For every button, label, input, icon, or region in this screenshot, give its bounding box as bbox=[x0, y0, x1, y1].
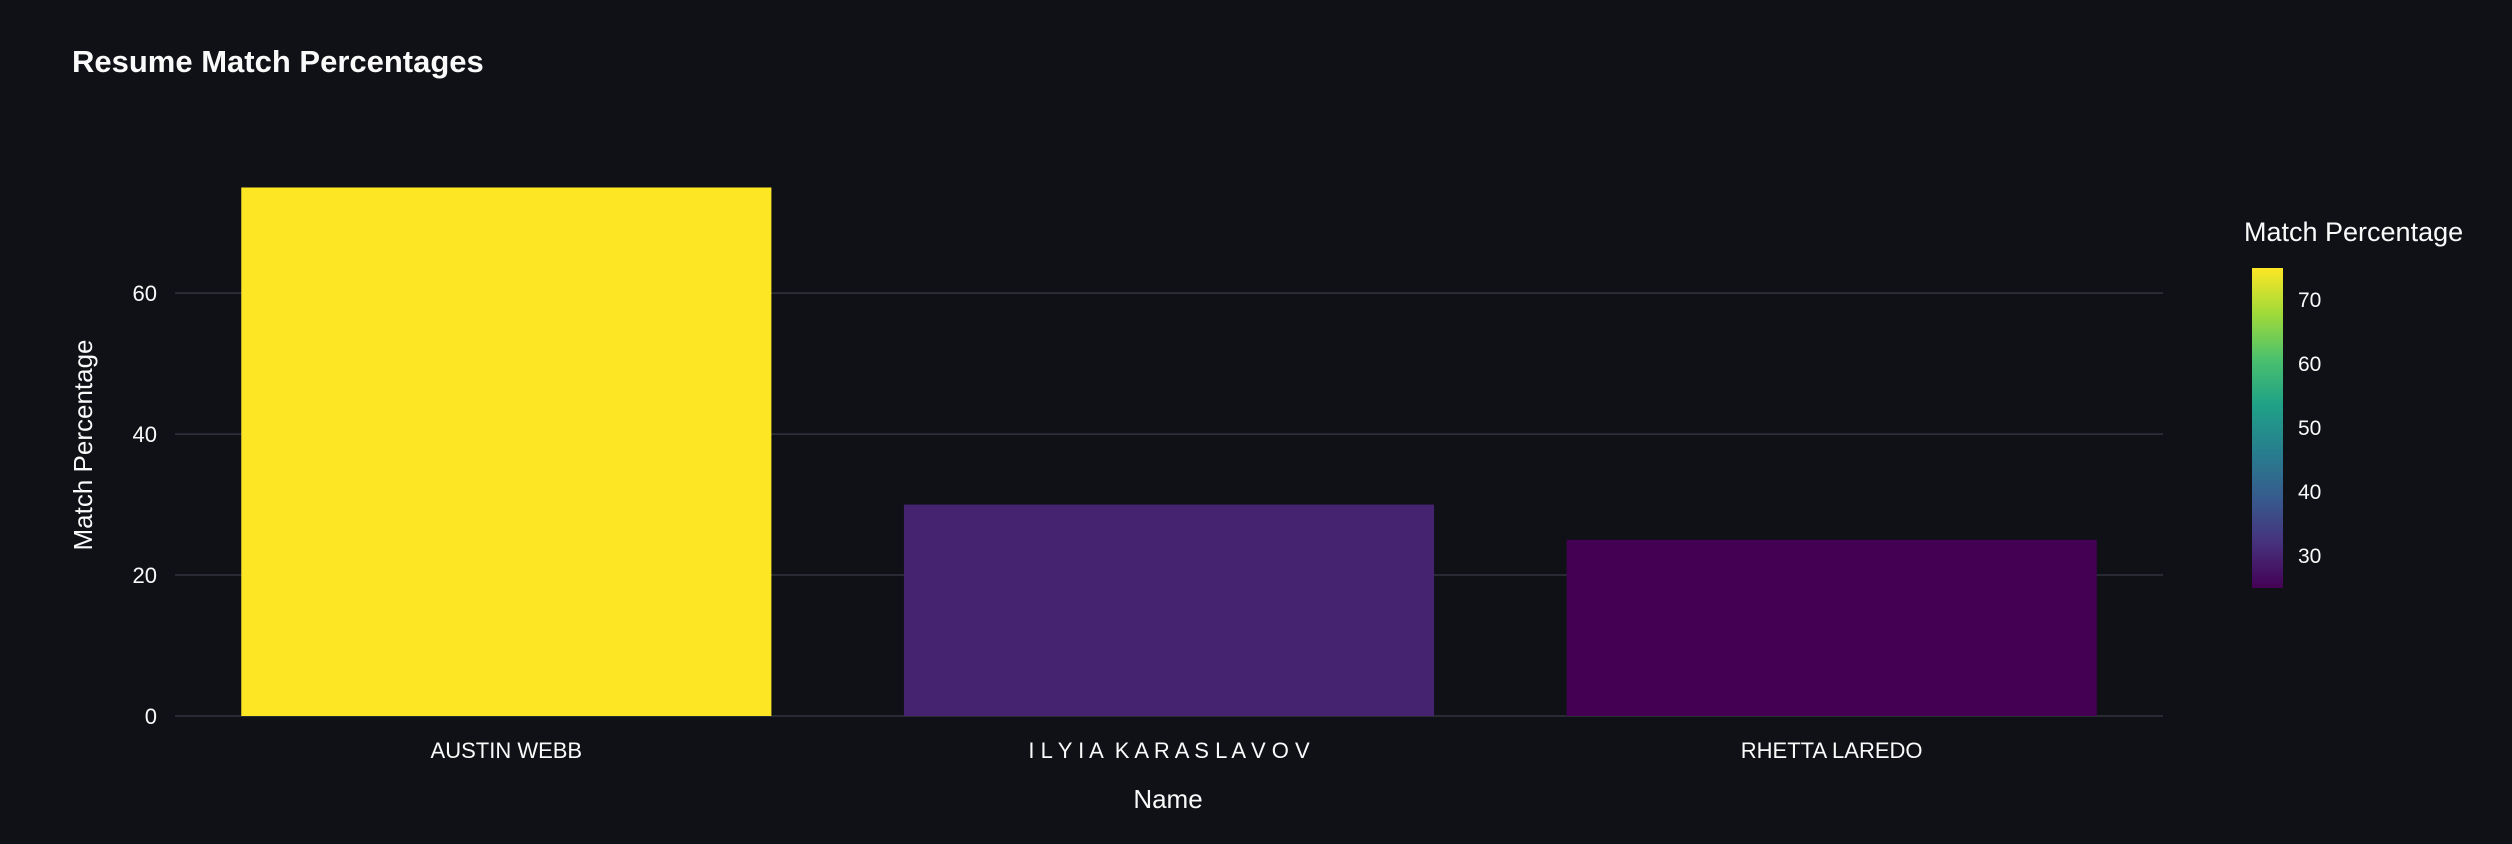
bars bbox=[241, 187, 2097, 716]
colorscale-title: Match Percentage bbox=[2244, 217, 2463, 247]
colorscale-tick-label: 60 bbox=[2298, 353, 2321, 376]
colorscale-ticks: 30 40 50 60 70 bbox=[2298, 289, 2321, 568]
colorscale-tick-label: 30 bbox=[2298, 545, 2321, 568]
x-tick-label: RHETTA LAREDO bbox=[1741, 738, 1923, 763]
bar[interactable] bbox=[241, 187, 772, 716]
y-tick-label: 60 bbox=[133, 281, 157, 306]
colorscale-legend: Match Percentage 30 40 50 60 70 bbox=[2244, 217, 2463, 588]
colorscale-tick-label: 70 bbox=[2298, 289, 2321, 312]
bar[interactable] bbox=[1566, 539, 2097, 716]
y-axis-ticks: 0 20 40 60 bbox=[133, 281, 157, 729]
chart-title: Resume Match Percentages bbox=[72, 44, 484, 79]
colorscale-bar bbox=[2252, 268, 2283, 588]
colorscale-tick-label: 50 bbox=[2298, 417, 2321, 440]
y-axis-title: Match Percentage bbox=[68, 339, 98, 550]
colorscale-tick-label: 40 bbox=[2298, 481, 2321, 504]
x-axis-title: Name bbox=[1133, 784, 1202, 814]
bar[interactable] bbox=[903, 504, 1435, 716]
x-axis-ticks: AUSTIN WEBB I L Y I A K A R A S L A V O V… bbox=[431, 738, 1923, 763]
y-tick-label: 0 bbox=[145, 704, 157, 729]
x-tick-label: AUSTIN WEBB bbox=[431, 738, 583, 763]
y-tick-label: 20 bbox=[133, 563, 157, 588]
x-tick-label: I L Y I A K A R A S L A V O V bbox=[1028, 738, 1310, 763]
y-tick-label: 40 bbox=[133, 422, 157, 447]
